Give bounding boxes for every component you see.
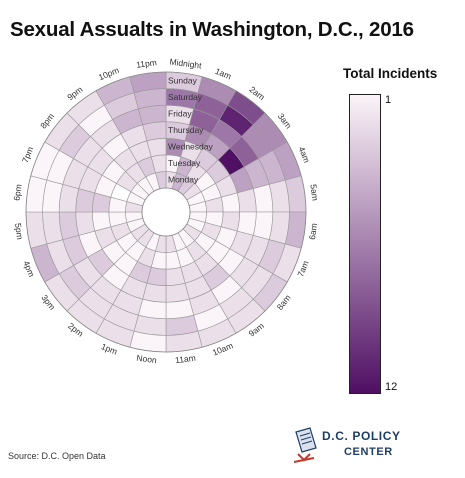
dc-policy-center-logo: D.C. POLICY CENTER — [290, 426, 440, 466]
source-note: Source: D.C. Open Data — [8, 451, 106, 461]
heatmap-cell — [137, 104, 167, 126]
day-label: Sunday — [168, 75, 198, 85]
day-label: Saturday — [168, 92, 203, 102]
logo-icon — [293, 427, 317, 463]
ring-lines — [25, 71, 307, 353]
legend-color-bar — [349, 94, 381, 394]
ring-circle — [141, 187, 191, 237]
hour-label: 11pm — [136, 57, 158, 70]
legend-max-label: 12 — [385, 381, 398, 393]
heatmap-cell — [75, 211, 96, 236]
hour-label: 1am — [214, 66, 233, 82]
hour-label: 4am — [297, 145, 313, 164]
hour-label: 11am — [174, 353, 196, 366]
heatmap-cell — [252, 211, 274, 241]
heatmap-cell — [137, 298, 167, 320]
logo-text-line2: CENTER — [344, 446, 393, 458]
hour-label: 9pm — [65, 84, 84, 102]
day-labels: Monday Tuesday Wednesday Thursday Friday Satu… — [168, 75, 213, 184]
hour-label: 1pm — [100, 341, 119, 357]
ring-circle — [25, 71, 307, 353]
day-label: Wednesday — [168, 142, 213, 152]
logo-text-line1: D.C. POLICY — [322, 429, 401, 443]
hour-label: 6pm — [11, 184, 23, 202]
hour-label: 5am — [308, 184, 320, 202]
legend-title: Total Incidents — [343, 66, 438, 81]
heatmap-cells — [25, 71, 307, 353]
day-label: Thursday — [168, 125, 204, 135]
heatmap-cell — [252, 183, 274, 213]
day-label: Monday — [168, 175, 199, 185]
heatmap-cell — [236, 188, 257, 213]
day-label: Friday — [168, 108, 192, 118]
hour-label: Midnight — [169, 56, 203, 70]
hour-label: 7am — [295, 259, 311, 278]
heatmap-cell — [58, 211, 80, 241]
hour-label: 8pm — [38, 111, 56, 130]
heatmap-cell — [165, 298, 195, 320]
hour-label: Noon — [136, 353, 158, 366]
chart-title: Sexual Assualts in Washington, D.C., 201… — [10, 18, 414, 41]
hour-label: 10pm — [97, 65, 120, 82]
hour-label: 2am — [248, 84, 267, 102]
hour-label: 7pm — [20, 145, 36, 164]
heatmap-cell — [165, 282, 190, 303]
hour-label: 4pm — [21, 259, 37, 278]
heatmap-cell — [58, 183, 80, 213]
day-label: Tuesday — [168, 158, 201, 168]
legend-min-label: 1 — [385, 94, 392, 106]
hour-label: 3am — [276, 111, 294, 130]
hour-label: 5pm — [13, 222, 25, 240]
heatmap-cell — [142, 121, 167, 142]
hour-label: 6am — [307, 222, 319, 240]
